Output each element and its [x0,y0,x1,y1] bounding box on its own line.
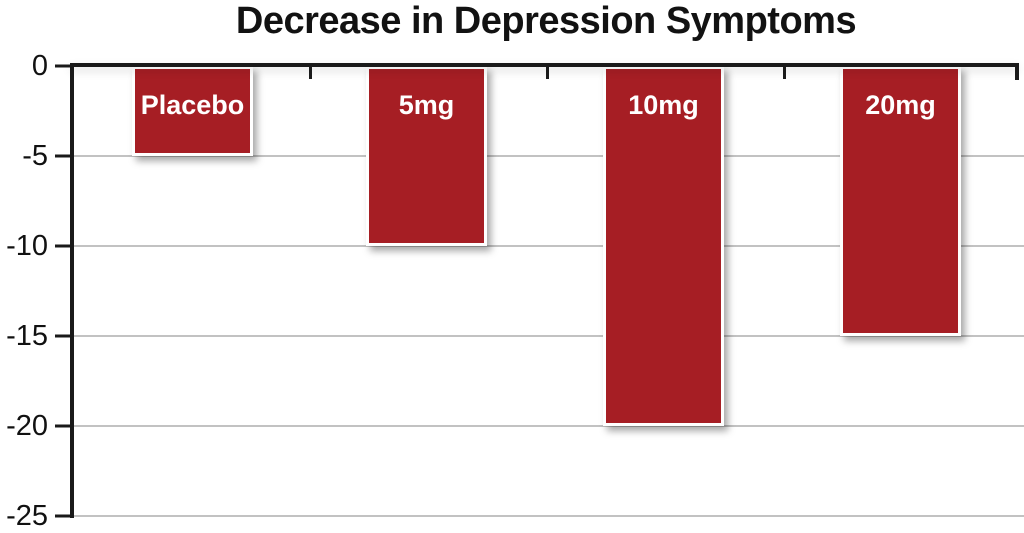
bar-placebo: Placebo [132,66,253,156]
x-tick [309,67,312,79]
y-tick [55,64,70,68]
bar-label: 10mg [628,90,699,120]
gridline-neg15 [74,335,1024,337]
bar-label: Placebo [140,90,245,120]
gridline-neg25 [74,515,1024,517]
plot-area: Placebo 5mg 10mg 20mg [55,63,1024,518]
bar-5mg: 5mg [366,66,487,246]
y-tick-label-neg25: -25 [6,500,48,532]
y-tick-label-neg10: -10 [6,230,48,262]
y-tick-label-0: 0 [31,50,48,82]
y-tick [55,244,70,248]
y-tick-label-neg15: -15 [6,320,48,352]
chart-title: Decrease in Depression Symptoms [235,0,857,42]
gridline-neg10 [74,245,1024,247]
y-tick [55,334,70,338]
bar-20mg: 20mg [840,66,961,336]
x-axis-line [70,63,1019,67]
y-tick-label-neg5: -5 [22,140,48,172]
y-tick [55,424,70,428]
bar-label: 20mg [865,90,936,120]
y-tick [55,514,70,518]
x-tick [546,67,549,79]
gridline-neg20 [74,425,1024,427]
axis-end-tick [1015,67,1019,80]
bar-label: 5mg [398,90,455,120]
y-tick [55,154,70,158]
x-tick [783,67,786,79]
bar-10mg: 10mg [603,66,724,426]
gridline-neg5 [74,155,1024,157]
y-tick-label-neg20: -20 [6,410,48,442]
y-axis-line [70,63,74,518]
